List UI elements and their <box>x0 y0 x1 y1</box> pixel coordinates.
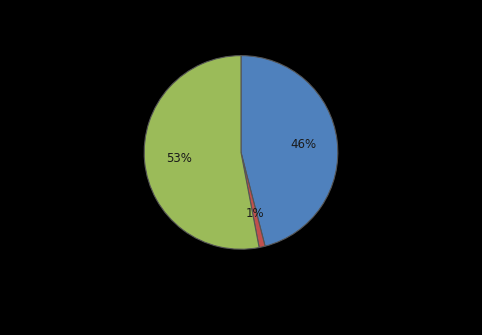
Wedge shape <box>144 56 259 249</box>
Text: 46%: 46% <box>290 138 316 151</box>
Text: 1%: 1% <box>245 207 264 220</box>
Wedge shape <box>241 152 265 248</box>
Wedge shape <box>241 56 338 246</box>
Text: 53%: 53% <box>166 152 191 165</box>
